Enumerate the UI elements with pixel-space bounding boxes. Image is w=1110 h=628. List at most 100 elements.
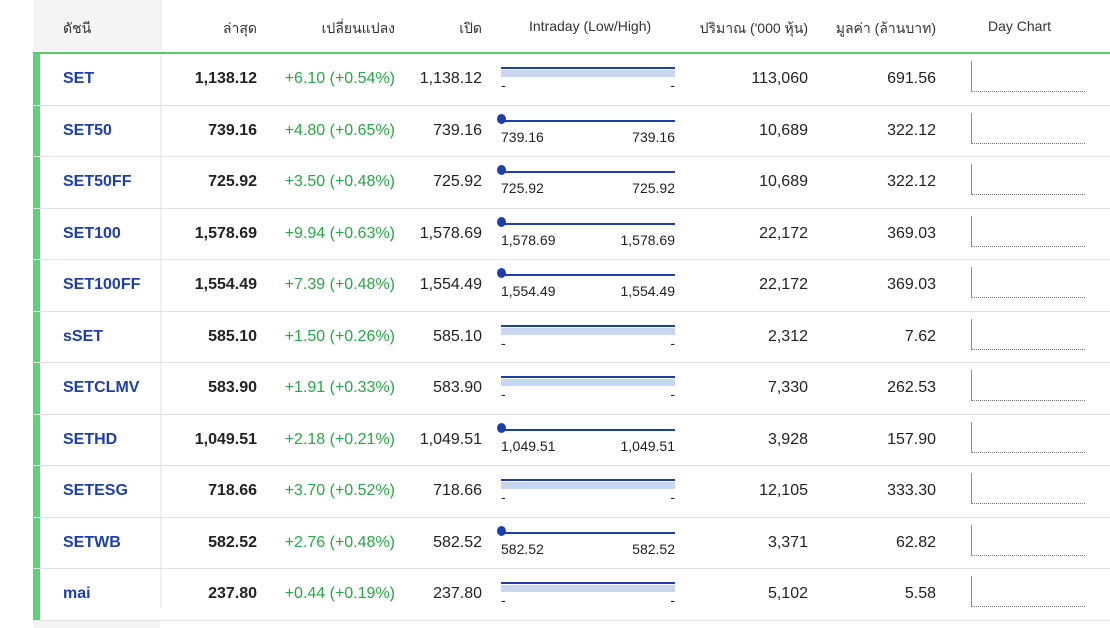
index-symbol-link[interactable]: SET100FF — [63, 276, 141, 293]
intraday-high: - — [670, 386, 675, 402]
day-chart-sparkline[interactable] — [971, 318, 1085, 350]
table-row[interactable]: mai 237.80 +0.44 (+0.19%) 237.80 - - 5,1… — [33, 569, 1110, 621]
day-chart-sparkline[interactable] — [971, 370, 1085, 401]
open-price: 237.80 — [433, 585, 482, 602]
open-price: 583.90 — [433, 379, 482, 396]
index-symbol-link[interactable]: SETHD — [63, 430, 118, 448]
intraday-track — [501, 171, 675, 173]
intraday-track — [501, 428, 675, 431]
index-symbol-link[interactable]: mai — [63, 585, 91, 602]
header-index[interactable]: ดัชนี — [63, 20, 92, 36]
index-symbol-link[interactable]: SET100 — [63, 224, 121, 242]
header-change[interactable]: เปลี่ยนแปลง — [321, 20, 395, 36]
index-symbol-link[interactable]: SETCLMV — [63, 379, 140, 396]
intraday-track — [501, 376, 675, 378]
intraday-range: 1,049.51 1,049.51 — [497, 415, 676, 465]
table-row[interactable]: SETCLMV 583.90 +1.91 (+0.33%) 583.90 - -… — [33, 363, 1110, 415]
symbol-cell-bg — [40, 414, 160, 465]
last-price: 718.66 — [208, 482, 257, 499]
intraday-track — [501, 479, 675, 481]
price-change: +3.70 (+0.52%) — [284, 482, 395, 499]
intraday-marker — [497, 165, 506, 175]
index-symbol-link[interactable]: sSET — [63, 327, 104, 345]
volume: 7,330 — [767, 379, 808, 396]
intraday-high: 1,578.69 — [620, 231, 676, 248]
intraday-high: 582.52 — [632, 540, 675, 557]
table-row[interactable]: SET50 739.16 +4.80 (+0.65%) 739.16 739.1… — [33, 105, 1110, 157]
table-row[interactable]: SET 1,138.12 +6.10 (+0.54%) 1,138.12 - -… — [33, 54, 1110, 106]
trade-value: 691.56 — [887, 70, 936, 87]
row-accent-bar — [33, 363, 40, 414]
price-change: +6.10 (+0.54%) — [284, 70, 395, 87]
volume: 10,689 — [759, 173, 808, 190]
intraday-marker — [497, 525, 506, 536]
intraday-low: - — [501, 334, 506, 351]
table-row[interactable]: SET50FF 725.92 +3.50 (+0.48%) 725.92 725… — [33, 157, 1110, 209]
price-change: +0.44 (+0.19%) — [284, 585, 395, 602]
symbol-cell-bg — [40, 517, 160, 568]
intraday-low: 1,578.69 — [501, 231, 556, 248]
header-last[interactable]: ล่าสุด — [222, 20, 257, 36]
header-volume[interactable]: ปริมาณ ('000 หุ้น) — [699, 20, 808, 36]
symbol-column-divider — [160, 0, 163, 608]
row-accent-bar — [33, 105, 40, 156]
table-row[interactable]: SETHD 1,049.51 +2.18 (+0.21%) 1,049.51 1… — [33, 414, 1110, 466]
intraday-range: 725.92 725.92 — [497, 157, 675, 207]
last-price: 1,138.12 — [194, 70, 257, 87]
index-symbol-link[interactable]: SET50 — [63, 121, 112, 139]
intraday-range: 739.16 739.16 — [497, 106, 675, 156]
volume: 3,371 — [767, 533, 808, 551]
day-chart-sparkline[interactable] — [971, 61, 1085, 92]
day-chart-sparkline[interactable] — [971, 473, 1085, 504]
table-row[interactable]: SET100 1,578.69 +9.94 (+0.63%) 1,578.69 … — [33, 208, 1110, 260]
row-accent-bar — [33, 157, 40, 208]
table-header: ดัชนี ล่าสุด เปลี่ยนแปลง เปิด Intraday (… — [33, 0, 1110, 54]
last-price: 1,049.51 — [194, 430, 257, 448]
intraday-high: 1,049.51 — [620, 437, 676, 454]
intraday-band — [501, 70, 675, 77]
index-symbol-link[interactable]: SETESG — [63, 482, 128, 499]
open-price: 1,578.69 — [419, 224, 482, 242]
trade-value: 157.90 — [887, 430, 936, 448]
header-intraday[interactable]: Intraday (Low/High) — [529, 18, 652, 34]
header-value[interactable]: มูลค่า (ล้านบาท) — [835, 20, 936, 36]
open-price: 585.10 — [433, 327, 482, 345]
intraday-track — [501, 274, 675, 276]
intraday-range: 582.52 582.52 — [497, 518, 675, 568]
row-accent-bar — [33, 517, 40, 568]
intraday-range: - - — [501, 54, 675, 104]
day-chart-sparkline[interactable] — [971, 112, 1085, 144]
symbol-cell-bg — [40, 363, 160, 414]
open-price: 739.16 — [433, 121, 482, 139]
table-row[interactable]: SET100FF 1,554.49 +7.39 (+0.48%) 1,554.4… — [33, 260, 1110, 312]
intraday-low: 725.92 — [501, 180, 544, 196]
last-price: 1,554.49 — [194, 276, 257, 293]
index-symbol-link[interactable]: SET — [63, 70, 95, 87]
day-chart-sparkline[interactable] — [971, 215, 1085, 247]
day-chart-sparkline[interactable] — [971, 576, 1085, 607]
table-row[interactable]: SETWB 582.52 +2.76 (+0.48%) 582.52 582.5… — [33, 517, 1110, 569]
intraday-low: 582.52 — [501, 540, 544, 557]
trade-value: 333.30 — [887, 482, 936, 499]
table-row[interactable]: sSET 585.10 +1.50 (+0.26%) 585.10 - - 2,… — [33, 311, 1110, 363]
last-price: 739.16 — [208, 121, 257, 139]
price-change: +1.91 (+0.33%) — [284, 379, 395, 396]
last-price: 237.80 — [208, 585, 257, 602]
intraday-high: - — [670, 77, 675, 93]
day-chart-sparkline[interactable] — [971, 421, 1085, 453]
volume: 5,102 — [767, 585, 808, 602]
index-symbol-link[interactable]: SET50FF — [63, 173, 132, 190]
table-row[interactable]: SETESG 718.66 +3.70 (+0.52%) 718.66 - - … — [33, 466, 1110, 518]
day-chart-sparkline[interactable] — [971, 164, 1085, 195]
intraday-high: 1,554.49 — [620, 283, 676, 299]
open-price: 1,049.51 — [419, 430, 482, 448]
intraday-band — [501, 585, 675, 592]
day-chart-sparkline[interactable] — [971, 524, 1085, 556]
intraday-range: 1,554.49 1,554.49 — [497, 260, 676, 310]
day-chart-sparkline[interactable] — [971, 267, 1085, 298]
index-symbol-link[interactable]: SETWB — [63, 533, 121, 551]
intraday-marker — [497, 422, 506, 433]
header-open[interactable]: เปิด — [459, 20, 482, 36]
intraday-range: - - — [501, 312, 675, 362]
last-price: 582.52 — [208, 533, 257, 551]
